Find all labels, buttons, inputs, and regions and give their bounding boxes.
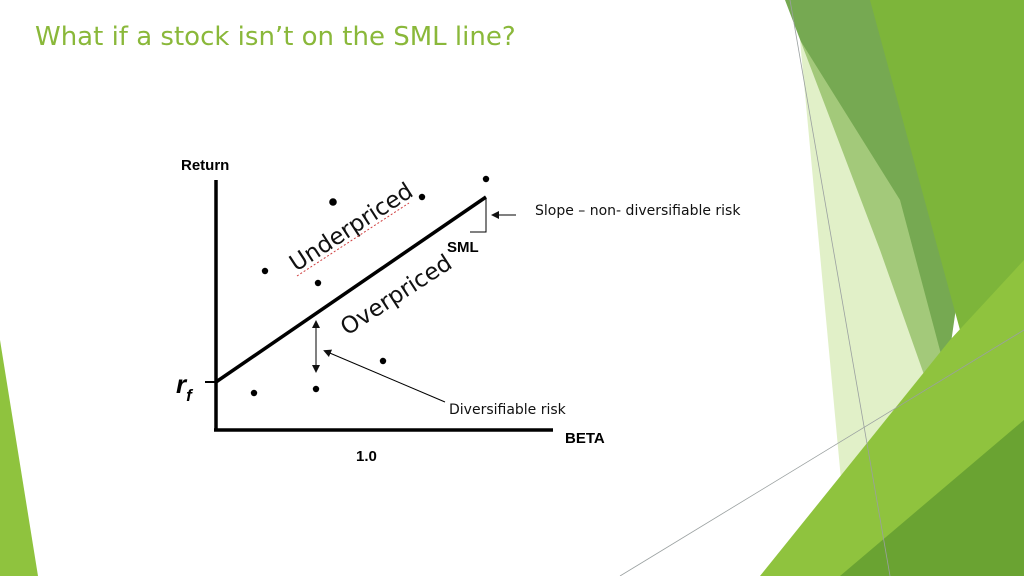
stock-dot <box>312 385 320 393</box>
deco-thin-line-1 <box>789 0 891 576</box>
diversifiable-pointer <box>323 349 446 403</box>
stock-dot <box>261 267 269 275</box>
x-axis-label: BETA <box>565 430 605 447</box>
risk-free-label: rf <box>176 369 194 405</box>
stock-dot <box>314 279 322 287</box>
stock-dot <box>418 193 426 201</box>
deco-left-panel <box>0 340 38 576</box>
deco-thin-line-2 <box>619 329 1024 576</box>
risk-free-symbol: r <box>176 369 188 399</box>
sml-line <box>215 195 487 384</box>
underpriced-label: Underpriced <box>285 178 418 277</box>
deco-right-green-panel <box>840 420 1024 576</box>
x-tick-label: 1.0 <box>356 448 377 465</box>
risk-free-subscript: f <box>186 386 194 405</box>
overpriced-label: Overpriced <box>336 250 457 341</box>
stock-dot <box>250 389 258 397</box>
slide-title: What if a stock isn’t on the SML line? <box>35 22 516 52</box>
sml-label: SML <box>447 239 479 256</box>
stock-dot <box>482 175 490 183</box>
slope-triangle <box>470 199 487 233</box>
slope-annotation: Slope – non- diversifiable risk <box>535 203 741 219</box>
diversifiable-annotation: Diversifiable risk <box>449 402 567 418</box>
stock-dot <box>379 357 387 365</box>
stock-dot <box>329 198 337 206</box>
y-axis-label: Return <box>181 157 229 174</box>
